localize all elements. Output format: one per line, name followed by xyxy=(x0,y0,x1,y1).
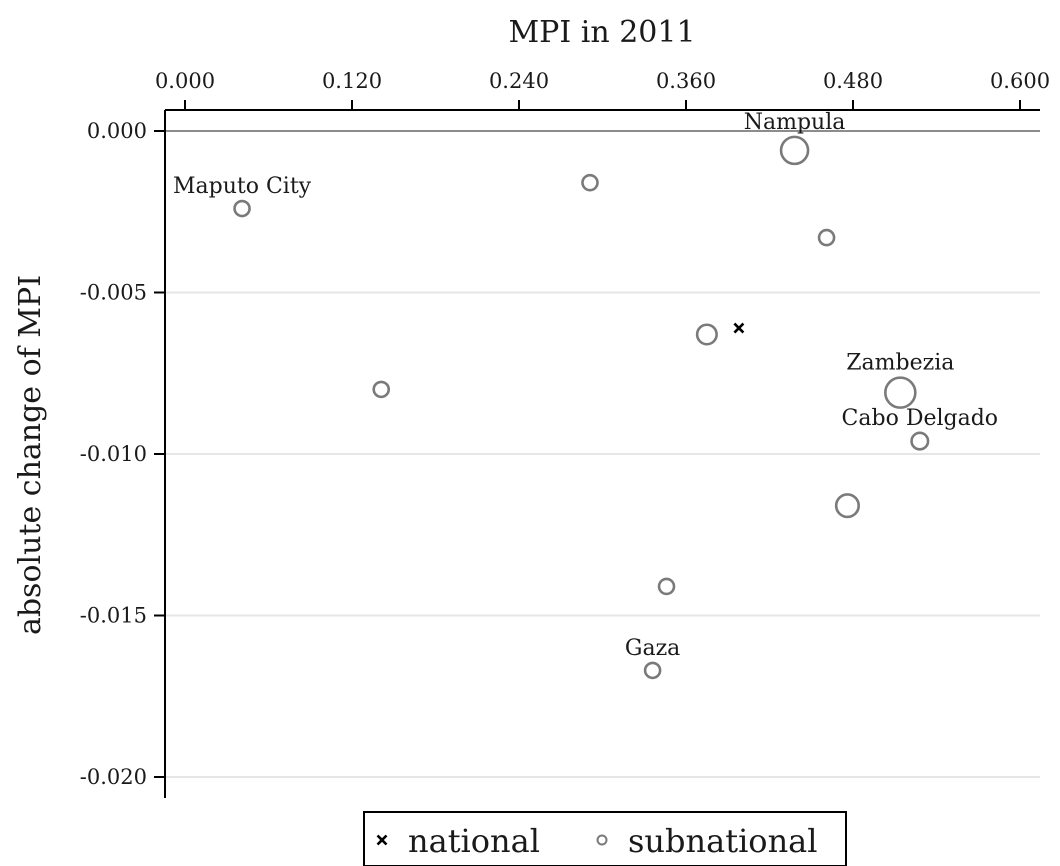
x-axis-title: MPI in 2011 xyxy=(508,15,695,50)
x-tick-label: 0.240 xyxy=(489,69,549,93)
point-label: Gaza xyxy=(625,636,680,661)
legend-label-subnational: subnational xyxy=(628,822,817,860)
x-axis-ticks: 0.000 0.120 0.240 0.360 0.480 0.600 xyxy=(155,69,1050,110)
point-national xyxy=(733,322,745,334)
x-tick-label: 0.600 xyxy=(990,69,1050,93)
point-subnational xyxy=(233,199,251,218)
legend-marker-subnational xyxy=(596,834,608,846)
legend-box xyxy=(363,811,847,866)
y-tick-label: -0.020 xyxy=(80,765,147,789)
point-subnational xyxy=(779,135,810,166)
y-tick-label: 0.000 xyxy=(87,119,147,143)
point-subnational xyxy=(581,173,599,192)
y-tick-label: -0.015 xyxy=(80,604,147,628)
x-tick-label: 0.120 xyxy=(322,69,382,93)
point-subnational xyxy=(910,431,930,451)
point-subnational xyxy=(817,228,836,247)
y-tick-label: -0.010 xyxy=(80,442,147,466)
y-axis-ticks: 0.000 -0.005 -0.010 -0.015 -0.020 xyxy=(80,119,165,789)
point-label: Nampula xyxy=(744,110,846,135)
x-tick-label: 0.000 xyxy=(155,69,215,93)
point-subnational xyxy=(884,376,917,409)
legend: national subnational xyxy=(363,811,847,866)
point-subnational xyxy=(834,493,860,519)
legend-marker-national xyxy=(376,834,388,846)
grid-lines xyxy=(165,291,1040,778)
x-tick-label: 0.480 xyxy=(823,69,883,93)
point-labels: Maputo City Gaza Nampula Zambezia Cabo Delga… xyxy=(173,110,998,661)
legend-label-national: national xyxy=(408,822,540,860)
point-subnational xyxy=(643,661,662,680)
x-tick-label: 0.360 xyxy=(656,69,716,93)
point-label: Cabo Delgado xyxy=(842,406,999,431)
point-subnational xyxy=(695,323,718,346)
point-label: Zambezia xyxy=(846,351,954,376)
y-axis-title: absolute change of MPI xyxy=(13,275,48,635)
point-subnational xyxy=(657,577,676,596)
y-tick-label: -0.005 xyxy=(80,281,147,305)
point-label: Maputo City xyxy=(173,174,312,199)
point-subnational xyxy=(372,380,391,399)
data-points xyxy=(233,135,930,680)
